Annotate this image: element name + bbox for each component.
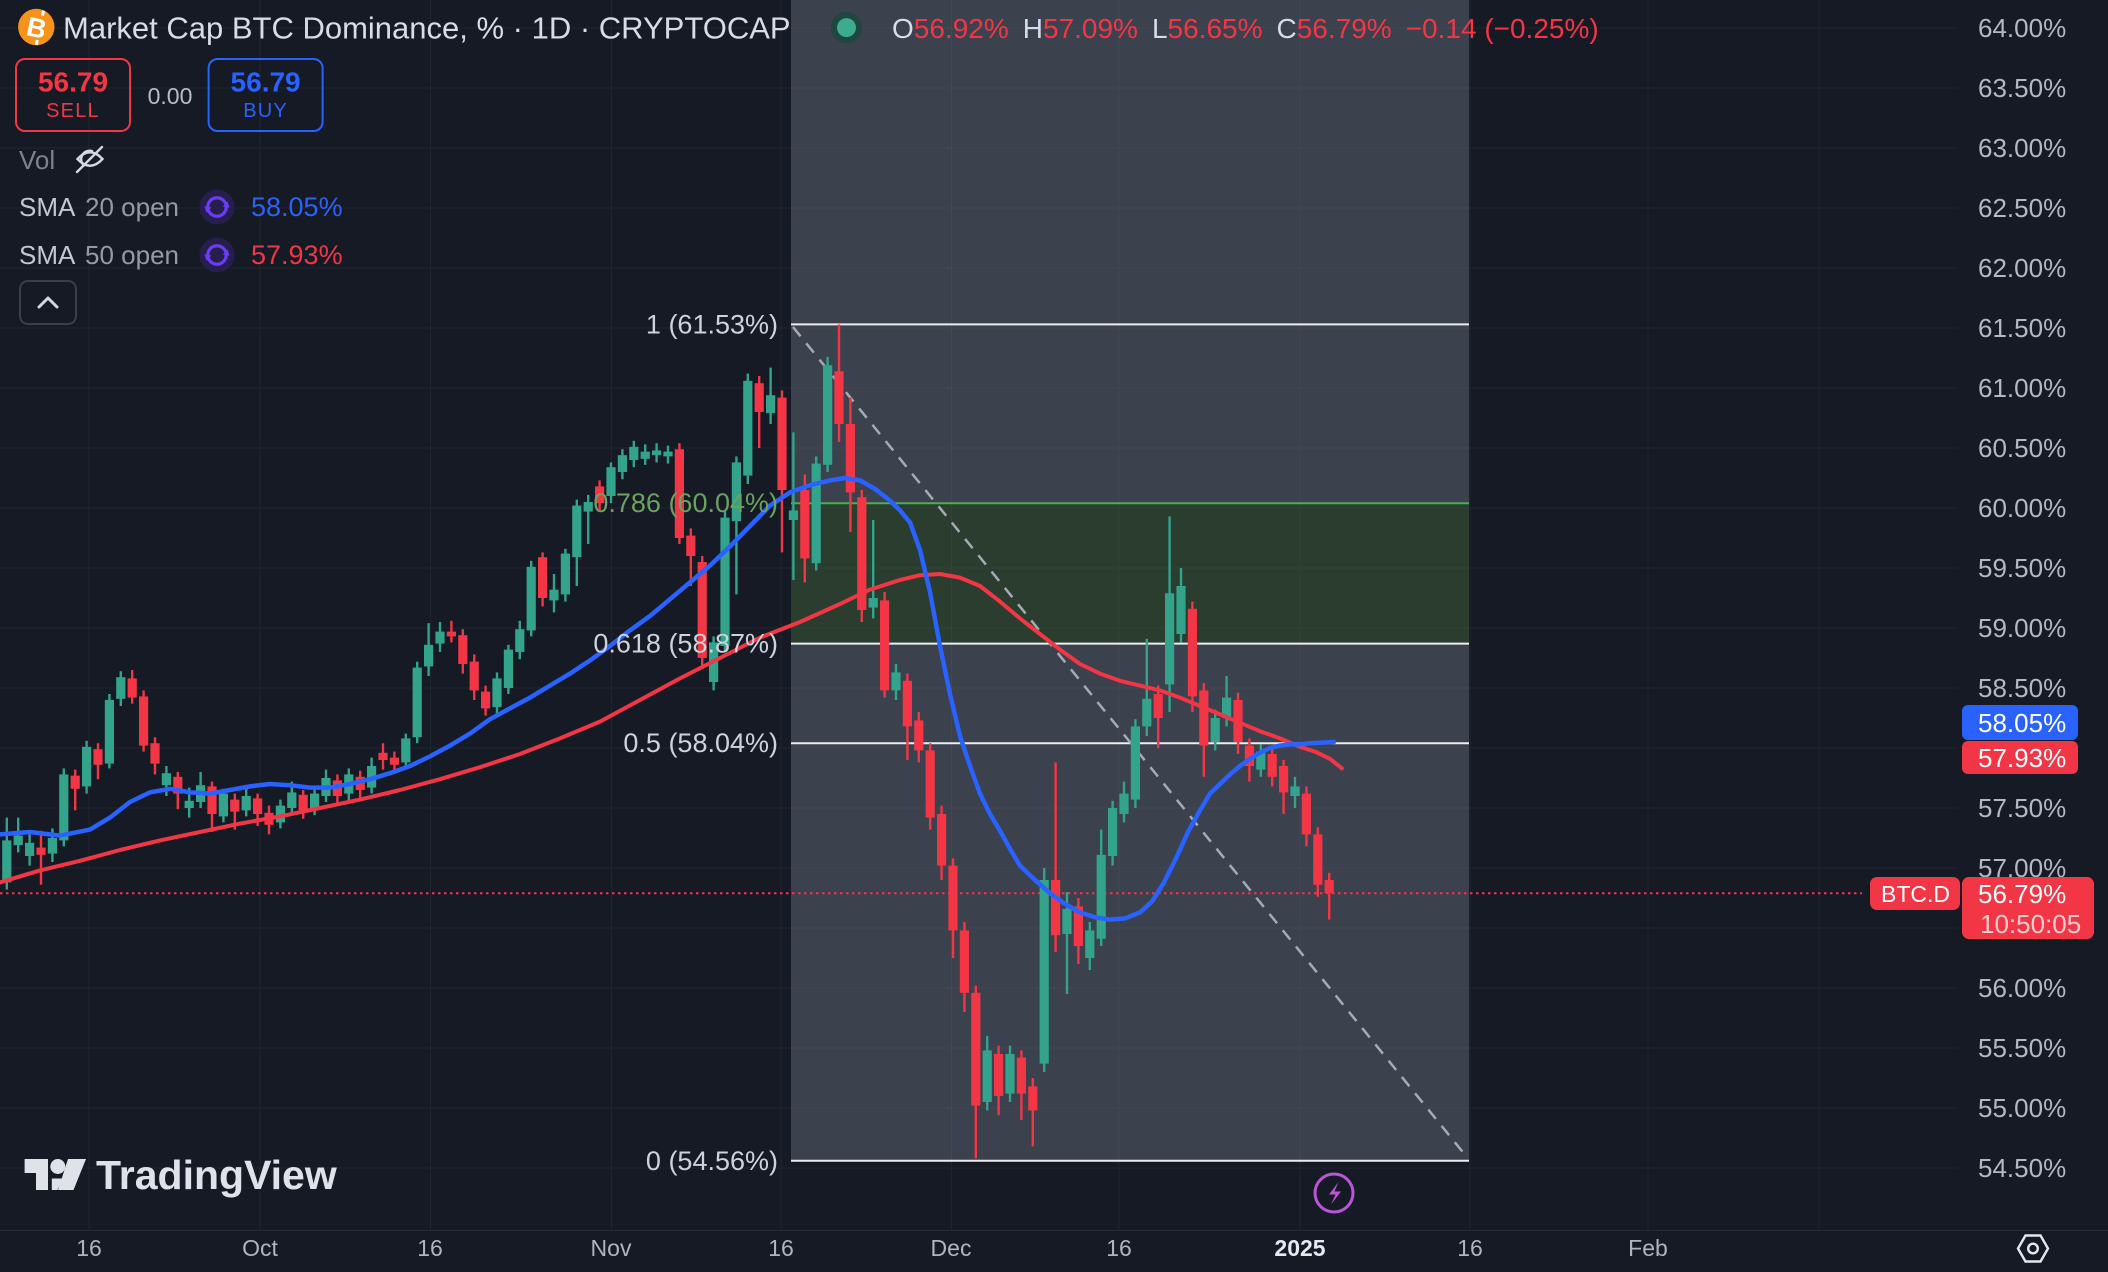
svg-text:54.50%: 54.50% xyxy=(1978,1153,2066,1183)
svg-text:0.618 (58.87%): 0.618 (58.87%) xyxy=(593,629,778,659)
svg-text:16: 16 xyxy=(76,1235,102,1261)
svg-text:BTC.D: BTC.D xyxy=(1881,881,1950,907)
svg-text:SELL: SELL xyxy=(46,100,100,122)
svg-text:63.00%: 63.00% xyxy=(1978,133,2066,163)
svg-text:BUY: BUY xyxy=(243,100,288,122)
svg-text:SMA: SMA xyxy=(19,240,76,270)
svg-text:Oct: Oct xyxy=(242,1235,278,1261)
svg-text:0.786 (60.04%): 0.786 (60.04%) xyxy=(593,488,778,518)
svg-text:56.79: 56.79 xyxy=(231,67,301,98)
svg-text:0.00: 0.00 xyxy=(148,83,193,109)
svg-text:16: 16 xyxy=(417,1235,443,1261)
svg-text:16: 16 xyxy=(1106,1235,1132,1261)
svg-text:56.00%: 56.00% xyxy=(1978,973,2066,1003)
svg-text:61.50%: 61.50% xyxy=(1978,313,2066,343)
svg-text:20 open: 20 open xyxy=(85,192,179,222)
svg-text:1 (61.53%): 1 (61.53%) xyxy=(646,309,778,339)
svg-text:62.50%: 62.50% xyxy=(1978,193,2066,223)
svg-text:55.50%: 55.50% xyxy=(1978,1033,2066,1063)
svg-text:57.93%: 57.93% xyxy=(251,240,343,270)
svg-text:O56.92%H57.09%L56.65%C56.79%−0: O56.92% H57.09% L56.65% C56.79% −0.14 (−0.25… xyxy=(892,13,1599,44)
svg-text:Market Cap BTC Dominance, % ·: Market Cap BTC Dominance, % · 1D · CRYPT… xyxy=(63,11,791,46)
svg-text:SMA: SMA xyxy=(19,192,76,222)
svg-text:Dec: Dec xyxy=(931,1235,972,1261)
svg-text:Nov: Nov xyxy=(591,1235,632,1261)
svg-text:64.00%: 64.00% xyxy=(1978,13,2066,43)
svg-text:10:50:05: 10:50:05 xyxy=(1980,909,2081,939)
svg-text:56.79: 56.79 xyxy=(38,67,108,98)
svg-text:56.79%: 56.79% xyxy=(1978,879,2066,909)
svg-text:62.00%: 62.00% xyxy=(1978,253,2066,283)
svg-text:16: 16 xyxy=(1457,1235,1483,1261)
svg-text:58.05%: 58.05% xyxy=(1978,708,2066,738)
svg-text:61.00%: 61.00% xyxy=(1978,373,2066,403)
svg-text:59.50%: 59.50% xyxy=(1978,553,2066,583)
svg-text:57.93%: 57.93% xyxy=(1978,743,2066,773)
svg-text:57.50%: 57.50% xyxy=(1978,793,2066,823)
svg-text:0.5 (58.04%): 0.5 (58.04%) xyxy=(623,728,778,758)
svg-text:63.50%: 63.50% xyxy=(1978,73,2066,103)
svg-text:0 (54.56%): 0 (54.56%) xyxy=(646,1146,778,1176)
svg-text:16: 16 xyxy=(768,1235,794,1261)
svg-text:58.05%: 58.05% xyxy=(251,192,343,222)
svg-text:50 open: 50 open xyxy=(85,240,179,270)
svg-text:55.00%: 55.00% xyxy=(1978,1093,2066,1123)
svg-text:60.50%: 60.50% xyxy=(1978,433,2066,463)
svg-text:59.00%: 59.00% xyxy=(1978,613,2066,643)
svg-text:60.00%: 60.00% xyxy=(1978,493,2066,523)
svg-text:58.50%: 58.50% xyxy=(1978,673,2066,703)
svg-text:TradingView: TradingView xyxy=(96,1152,337,1198)
svg-text:2025: 2025 xyxy=(1274,1235,1325,1261)
svg-text:Feb: Feb xyxy=(1628,1235,1668,1261)
svg-text:Vol: Vol xyxy=(19,145,55,175)
